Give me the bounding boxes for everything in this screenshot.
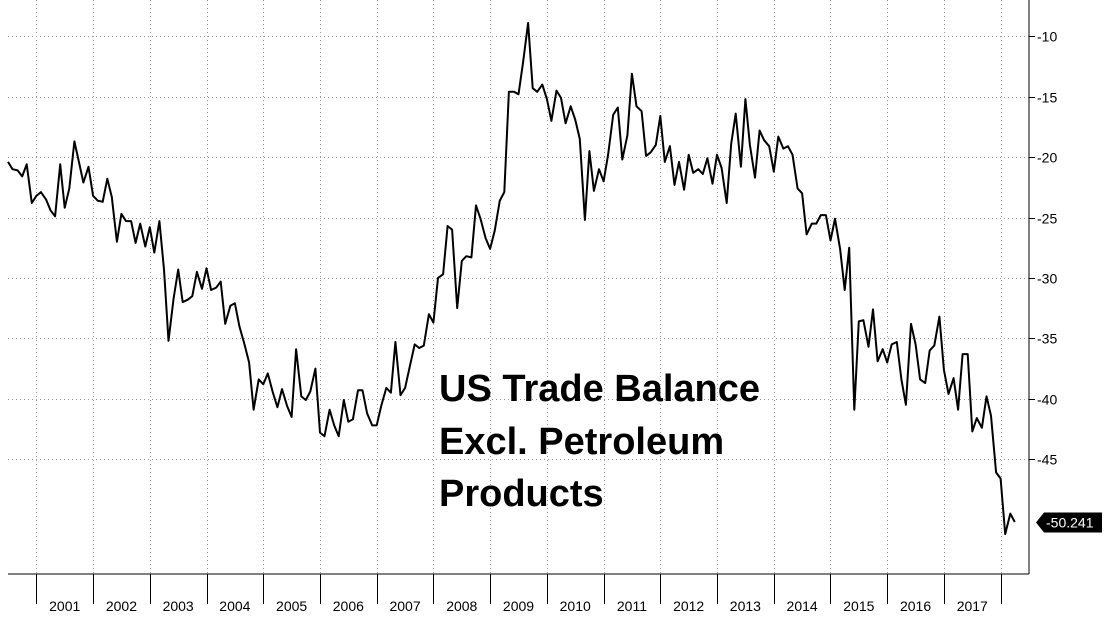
x-tick-label: 2010 — [560, 598, 591, 614]
x-tick-label: 2003 — [163, 598, 194, 614]
last-value-badge: -50.241 — [1036, 512, 1102, 533]
x-tick-label: 2007 — [389, 598, 420, 614]
y-tick-label: -15 — [1037, 90, 1057, 106]
y-tick-label: -10 — [1037, 29, 1057, 45]
x-tick-label: 2011 — [617, 598, 647, 614]
chart-title-line-3: Products — [439, 473, 604, 515]
chart-title: US Trade Balance Excl. Petroleum Product… — [439, 368, 760, 515]
x-tick-label: 2012 — [673, 598, 704, 614]
x-tick-label: 2004 — [219, 598, 250, 614]
y-axis-ticks: -10 -15 -20 -25 -30 -35 -40 -45 — [1029, 29, 1057, 468]
x-tick-label: 2006 — [333, 598, 364, 614]
chart-title-line-1: US Trade Balance — [439, 368, 760, 410]
x-tick-label: 2017 — [957, 598, 988, 614]
x-tick-label: 2002 — [106, 598, 137, 614]
y-tick-label: -35 — [1037, 331, 1057, 347]
x-tick-label: 2001 — [49, 598, 80, 614]
x-tick-label: 2008 — [446, 598, 477, 614]
x-tick-label: 2015 — [843, 598, 874, 614]
series-line — [7, 22, 1016, 536]
chart-title-line-2: Excl. Petroleum — [439, 421, 724, 463]
y-tick-label: -25 — [1037, 211, 1057, 227]
last-value-label: -50.241 — [1046, 515, 1094, 531]
x-tick-label: 2013 — [730, 598, 761, 614]
last-value-badge-bg — [1036, 512, 1102, 533]
x-tick-label: 2005 — [276, 598, 307, 614]
x-tick-label: 2014 — [787, 598, 818, 614]
y-tick-label: -20 — [1037, 150, 1057, 166]
y-tick-label: -45 — [1037, 452, 1057, 468]
x-tick-label: 2016 — [900, 598, 931, 614]
x-axis-ticks: 2001 2002 2003 2004 2005 2006 2007 2008 2009 2010… — [36, 574, 1002, 614]
x-tick-label: 2009 — [503, 598, 534, 614]
y-tick-label: -40 — [1037, 392, 1057, 408]
y-tick-label: -30 — [1037, 271, 1057, 287]
